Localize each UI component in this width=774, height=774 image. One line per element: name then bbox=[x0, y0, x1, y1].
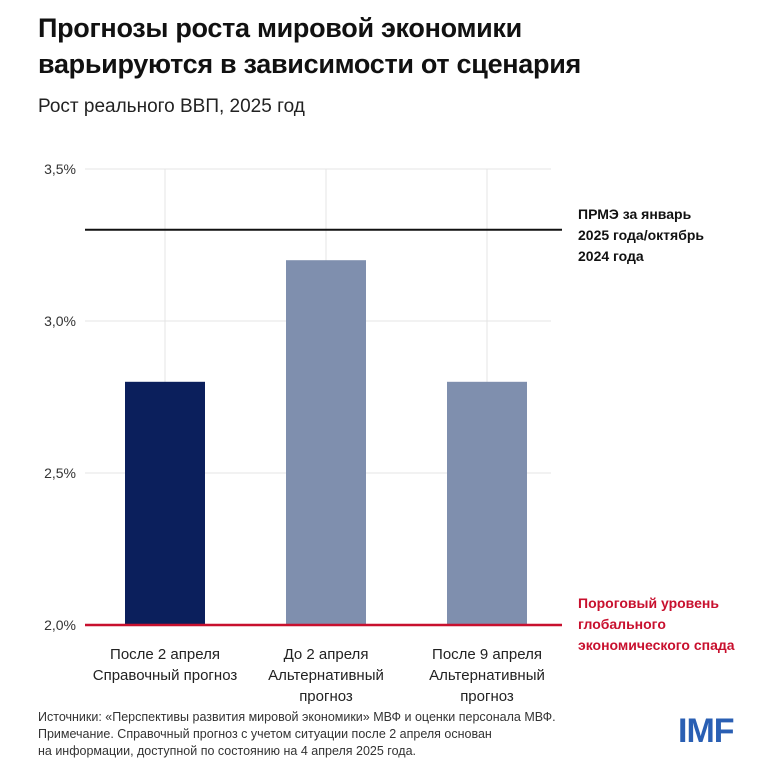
x-category-label: До 2 апреля bbox=[284, 646, 369, 663]
chart-title: Прогнозы роста мировой экономики варьиру… bbox=[38, 10, 738, 82]
bar-3 bbox=[447, 381, 527, 625]
reference-label-target-line-3: 2024 года bbox=[578, 248, 644, 264]
bar-1 bbox=[125, 381, 205, 625]
reference-label-recession-line-1: Пороговый уровень bbox=[578, 595, 719, 611]
reference-label-target-line-1: ПРМЭ за январь bbox=[578, 206, 692, 222]
reference-label-target-line-2: 2025 года/октябрь bbox=[578, 227, 704, 243]
reference-label-recession-line-2: глобального bbox=[578, 616, 666, 632]
reference-label-recession: Пороговый уровень глобального экономичес… bbox=[578, 593, 735, 656]
y-tick-label: 3,0% bbox=[44, 313, 76, 329]
reference-label-recession-line-3: экономического спада bbox=[578, 637, 735, 653]
chart-title-line-2: варьируются в зависимости от сценария bbox=[38, 49, 581, 79]
reference-label-target: ПРМЭ за январь 2025 года/октябрь 2024 го… bbox=[578, 204, 704, 267]
x-category-label: прогноз bbox=[460, 688, 514, 705]
imf-logo: IMF bbox=[678, 712, 735, 750]
y-tick-label: 2,5% bbox=[44, 465, 76, 481]
bar-2 bbox=[286, 260, 366, 625]
x-category-label: Справочный прогноз bbox=[93, 667, 238, 684]
x-category-label: Альтернативный bbox=[429, 667, 545, 684]
y-tick-label: 3,5% bbox=[44, 161, 76, 177]
source-note: Источники: «Перспективы развития мировой… bbox=[38, 709, 688, 760]
chart-subtitle: Рост реального ВВП, 2025 год bbox=[38, 96, 305, 117]
source-note-line-1: Источники: «Перспективы развития мировой… bbox=[38, 710, 556, 724]
y-tick-label: 2,0% bbox=[44, 617, 76, 633]
x-category-label: прогноз bbox=[299, 688, 353, 705]
source-note-line-2: Примечание. Справочный прогноз с учетом … bbox=[38, 727, 492, 741]
chart-title-line-1: Прогнозы роста мировой экономики bbox=[38, 13, 522, 43]
source-note-line-3: на информации, доступной по состоянию на… bbox=[38, 744, 416, 758]
x-category-label: После 2 апреля bbox=[110, 646, 220, 663]
x-category-label: После 9 апреля bbox=[432, 646, 542, 663]
x-category-label: Альтернативный bbox=[268, 667, 384, 684]
